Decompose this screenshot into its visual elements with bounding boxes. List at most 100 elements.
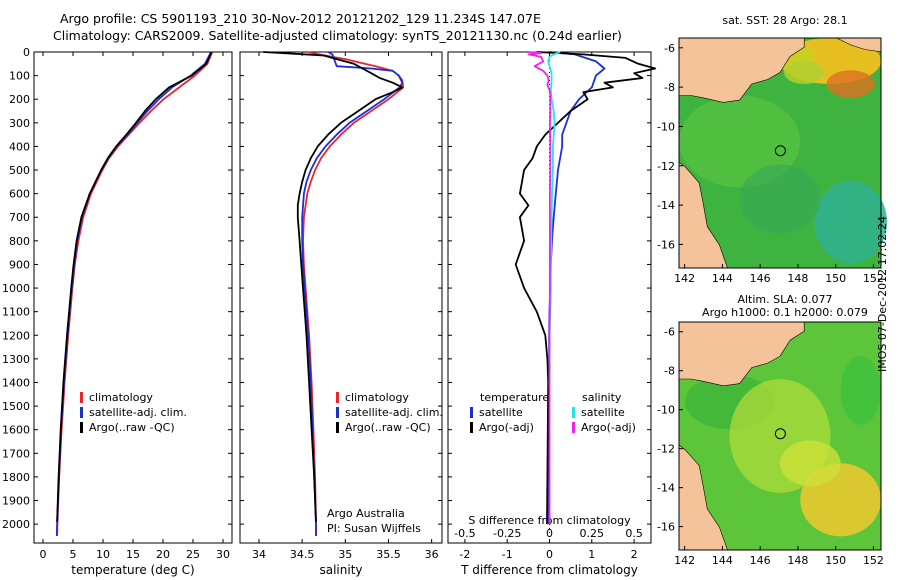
y-tick-label: 100 [9, 70, 30, 83]
x-axis-label: T difference from climatology [460, 563, 638, 577]
legend-heading: temperature [480, 391, 550, 404]
top-tick-label: 0.5 [625, 527, 643, 540]
y-tick-label: 1400 [2, 376, 30, 389]
y-tick-label: 500 [9, 164, 30, 177]
legend-swatch-cyan [572, 407, 575, 418]
x-tick-label: 1 [588, 548, 595, 561]
x-tick-label: 10 [96, 548, 110, 561]
difference-axes: -2 -1 0 1 2 T difference from climatology -0.5… [447, 51, 657, 577]
legend-swatch-red [336, 392, 339, 403]
credit-line-2: PI: Susan Wijffels [327, 522, 421, 535]
x-tick-label: -1 [502, 548, 513, 561]
difference-temperature-legend: temperature satellite Argo(-adj) [470, 390, 549, 435]
top-tick-label: -0.5 [454, 527, 475, 540]
y-tick-label: 300 [9, 117, 30, 130]
x-tick-label: 15 [126, 548, 140, 561]
legend-label: satellite-adj. clim. [89, 406, 187, 419]
figure-title-line1: Argo profile: CS 5901193_210 30-Nov-2012… [60, 11, 541, 26]
x-tick-label: 30 [216, 548, 230, 561]
sla-map-title-line1: Altim. SLA: 0.077 [737, 293, 833, 306]
x-tick-label: 34 [252, 548, 266, 561]
credit-line-1: Argo Australia [327, 507, 405, 520]
x-tick-label: 35 [338, 548, 352, 561]
figure-title-line2: Climatology: CARS2009. Satellite-adjuste… [53, 28, 622, 43]
series-line [56, 51, 213, 522]
y-tick-label: 200 [9, 93, 30, 106]
legend-swatch-black [336, 422, 339, 433]
legend-swatch-magenta [572, 422, 575, 433]
difference-salinity-legend: salinity satellite Argo(-adj) [572, 390, 636, 435]
x-tick-label: 5 [70, 548, 77, 561]
legend-label: climatology [345, 391, 409, 404]
y-tick-label: 1800 [2, 471, 30, 484]
series-line [263, 51, 404, 522]
legend-label: climatology [89, 391, 153, 404]
salinity-axes: 34 34.5 35 35.5 36 salinity [239, 51, 443, 577]
y-tick-label: 1700 [2, 447, 30, 460]
legend-item-satellite: satellite-adj. clim. [80, 405, 187, 420]
credit-annotation: Argo Australia PI: Susan Wijffels [327, 506, 421, 536]
legend-swatch-blue [336, 407, 339, 418]
x-axis-label: salinity [319, 563, 362, 577]
top-tick-label: -0.25 [493, 527, 521, 540]
y-tick-label: 1200 [2, 329, 30, 342]
top-tick-label: 0 [546, 527, 553, 540]
legend-label: Argo(..raw -QC) [345, 421, 431, 434]
y-tick-label: 700 [9, 211, 30, 224]
legend-item-argo: Argo(..raw -QC) [80, 420, 187, 435]
legend-label: satellite [581, 406, 625, 419]
temperature-legend: climatology satellite-adj. clim. Argo(..… [80, 390, 187, 435]
timestamp-stamp: IMOS 07-Dec-2012 17:02:24 [876, 216, 889, 372]
x-axis-label: temperature (deg C) [71, 563, 194, 577]
legend-swatch-black [80, 422, 83, 433]
y-tick-label: 1100 [2, 306, 30, 319]
y-tick-label: 900 [9, 258, 30, 271]
y-tick-label: 0 [23, 46, 30, 59]
legend-item-argo: Argo(..raw -QC) [336, 420, 443, 435]
y-tick-label: 1600 [2, 424, 30, 437]
x-tick-label: 34.5 [290, 548, 315, 561]
legend-swatch-red [80, 392, 83, 403]
plot-frame [33, 51, 233, 544]
y-tick-label: 2000 [2, 518, 30, 531]
legend-heading: salinity [582, 391, 622, 404]
salinity-legend: climatology satellite-adj. clim. Argo(..… [336, 390, 443, 435]
y-tick-label: 800 [9, 235, 30, 248]
legend-swatch-blue [80, 407, 83, 418]
legend-label: Argo(..raw -QC) [89, 421, 175, 434]
legend-label: Argo(-adj) [479, 421, 534, 434]
sla-map-title-line2: Argo h1000: 0.1 h2000: 0.079 [702, 306, 868, 319]
y-tick-label: 600 [9, 188, 30, 201]
legend-swatch-blue [470, 407, 473, 418]
x-tick-label: 25 [186, 548, 200, 561]
y-tick-label: 1000 [2, 282, 30, 295]
x-tick-label: 0 [546, 548, 553, 561]
legend-item-climatology: climatology [80, 390, 187, 405]
x-tick-label: 36 [425, 548, 439, 561]
plot-frame [239, 51, 443, 544]
series-line [301, 51, 404, 536]
temperature-axes: 0100200300400500600700800900100011001200… [2, 46, 233, 577]
y-tick-label: 1300 [2, 353, 30, 366]
x-tick-label: 0 [40, 548, 47, 561]
x-tick-label: -2 [459, 548, 470, 561]
series-line [527, 51, 552, 525]
legend-item-satellite: satellite-adj. clim. [336, 405, 443, 420]
x-tick-label: 2 [631, 548, 638, 561]
x-tick-label: 35.5 [376, 548, 401, 561]
y-tick-label: 1900 [2, 495, 30, 508]
legend-item-t-satellite: satellite [470, 405, 549, 420]
sst-map-title: sat. SST: 28 Argo: 28.1 [722, 14, 848, 27]
legend-swatch-black [470, 422, 473, 433]
legend-item-t-argo: Argo(-adj) [470, 420, 549, 435]
top-tick-label: 0.25 [580, 527, 605, 540]
series-line [514, 51, 657, 525]
legend-item-s-argo: Argo(-adj) [572, 420, 636, 435]
legend-label: satellite-adj. clim. [345, 406, 443, 419]
y-tick-label: 400 [9, 140, 30, 153]
y-tick-label: 1500 [2, 400, 30, 413]
legend-label: Argo(-adj) [581, 421, 636, 434]
legend-label: satellite [479, 406, 523, 419]
x-tick-label: 20 [156, 548, 170, 561]
